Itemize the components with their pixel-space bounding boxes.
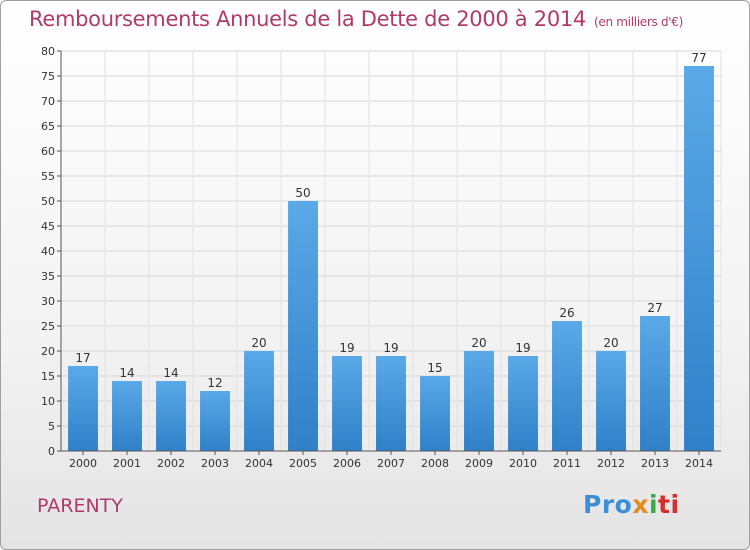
logo-part-2: x	[632, 490, 649, 519]
x-tick-label: 2003	[201, 457, 229, 470]
bar	[640, 316, 670, 451]
y-tick-label: 55	[41, 170, 55, 183]
logo-part-3: i	[648, 490, 659, 519]
y-tick-label: 70	[41, 95, 55, 108]
data-label: 20	[471, 336, 486, 350]
data-label: 50	[295, 186, 310, 200]
x-tick-label: 2005	[289, 457, 317, 470]
data-label: 27	[647, 301, 662, 315]
x-tick-label: 2010	[509, 457, 537, 470]
x-tick-label: 2013	[641, 457, 669, 470]
data-label: 77	[691, 51, 706, 65]
commune-name: PARENTY	[37, 495, 123, 517]
x-tick-label: 2002	[157, 457, 185, 470]
bar	[684, 66, 714, 451]
y-tick-label: 45	[41, 220, 55, 233]
data-label: 19	[383, 341, 398, 355]
bar	[332, 356, 362, 451]
x-tick-label: 2000	[69, 457, 97, 470]
data-label: 14	[163, 366, 178, 380]
bar	[508, 356, 538, 451]
data-label: 19	[339, 341, 354, 355]
data-label: 17	[75, 351, 90, 365]
y-tick-label: 20	[41, 345, 55, 358]
y-tick-label: 5	[48, 420, 55, 433]
y-tick-label: 0	[48, 445, 55, 458]
data-label: 15	[427, 361, 442, 375]
logo-part-4: ti	[658, 490, 680, 519]
y-tick-label: 10	[41, 395, 55, 408]
y-tick-label: 80	[41, 45, 55, 58]
data-label: 12	[207, 376, 222, 390]
bar	[200, 391, 230, 451]
data-label: 14	[119, 366, 134, 380]
x-tick-label: 2008	[421, 457, 449, 470]
x-tick-label: 2007	[377, 457, 405, 470]
bar	[68, 366, 98, 451]
y-tick-label: 50	[41, 195, 55, 208]
bar	[376, 356, 406, 451]
bar	[112, 381, 142, 451]
y-tick-label: 30	[41, 295, 55, 308]
bar	[420, 376, 450, 451]
y-tick-label: 40	[41, 245, 55, 258]
chart-title: Remboursements Annuels de la Dette de 20…	[29, 7, 683, 31]
x-tick-label: 2004	[245, 457, 273, 470]
data-label: 26	[559, 306, 574, 320]
logo-part-1: Pro	[583, 490, 633, 519]
bar	[156, 381, 186, 451]
data-label: 19	[515, 341, 530, 355]
x-tick-label: 2006	[333, 457, 361, 470]
y-tick-label: 15	[41, 370, 55, 383]
x-tick-label: 2009	[465, 457, 493, 470]
y-tick-label: 25	[41, 320, 55, 333]
bar	[596, 351, 626, 451]
chart-subtitle: (en milliers d'€)	[594, 15, 684, 29]
x-tick-label: 2012	[597, 457, 625, 470]
proxiti-logo[interactable]: Proxiti	[583, 490, 680, 519]
y-tick-label: 60	[41, 145, 55, 158]
x-tick-label: 2014	[685, 457, 713, 470]
y-tick-label: 65	[41, 120, 55, 133]
chart-title-text: Remboursements Annuels de la Dette de 20…	[29, 7, 586, 31]
y-tick-label: 75	[41, 70, 55, 83]
bar	[552, 321, 582, 451]
bar	[244, 351, 274, 451]
data-label: 20	[251, 336, 266, 350]
x-tick-label: 2011	[553, 457, 581, 470]
y-tick-label: 35	[41, 270, 55, 283]
data-label: 20	[603, 336, 618, 350]
x-tick-label: 2001	[113, 457, 141, 470]
bar	[288, 201, 318, 451]
bar	[464, 351, 494, 451]
